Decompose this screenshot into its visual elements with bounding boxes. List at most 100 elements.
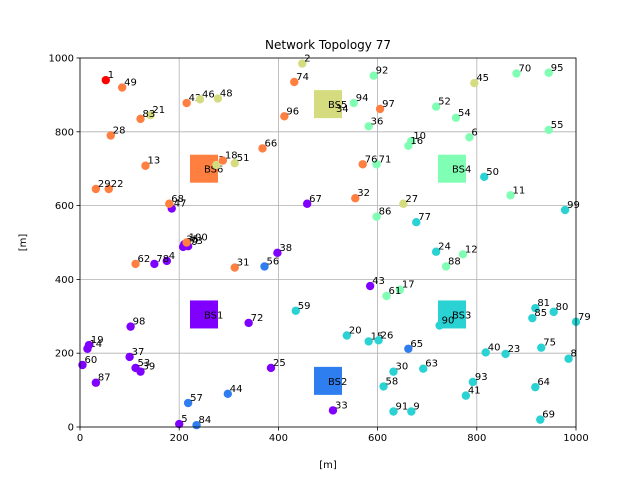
node-label: 87 [98, 373, 111, 384]
node-label: 31 [237, 258, 250, 269]
node-label: 78 [156, 254, 169, 265]
node-point [537, 343, 546, 352]
node-label: 38 [279, 243, 292, 254]
node-label: 70 [518, 63, 531, 74]
node-label: 86 [379, 207, 392, 218]
node-label: 40 [488, 342, 501, 353]
node-label: 90 [442, 316, 455, 327]
node-label: 76 [365, 154, 378, 165]
node-label: 49 [124, 78, 137, 89]
node-label: 43 [372, 276, 385, 287]
node-label: 99 [567, 200, 580, 211]
node-label: 100 [189, 233, 208, 244]
y-tick-label: 800 [55, 127, 74, 138]
node-point [273, 248, 282, 258]
node-label: 65 [410, 339, 423, 350]
base-station-label: BS3 [452, 310, 471, 321]
node-label: 52 [438, 97, 451, 108]
node-label: 8 [571, 349, 577, 360]
node-label: 50 [486, 167, 499, 178]
node-point [91, 378, 101, 387]
node-label: 92 [376, 66, 389, 77]
node-point [329, 109, 339, 119]
node-label: 67 [309, 194, 322, 205]
node-label: 14 [89, 339, 102, 350]
node-point [412, 218, 421, 227]
node-label: 96 [286, 106, 299, 117]
node-label: 54 [458, 108, 471, 119]
node-point [131, 259, 140, 269]
node-point [528, 313, 537, 323]
node-point [298, 59, 307, 68]
node-label: 11 [513, 185, 526, 196]
node-point [302, 199, 312, 208]
node-label: 1 [108, 70, 114, 81]
node-point [136, 114, 145, 124]
node-point [379, 382, 388, 391]
node-point [404, 344, 413, 353]
node-label: 93 [475, 372, 488, 383]
node-point [468, 377, 478, 387]
base-station-marker [190, 154, 218, 183]
node-point [223, 389, 233, 398]
node-point [213, 94, 223, 103]
y-tick-label: 1000 [49, 54, 74, 65]
node-label: 17 [402, 280, 415, 291]
node-label: 48 [220, 89, 233, 100]
node-label: 91 [395, 402, 408, 413]
node-label: 66 [265, 138, 278, 149]
node-label: 85 [534, 308, 547, 319]
node-label: 45 [476, 73, 489, 84]
node-label: 5 [181, 414, 187, 425]
node-point [536, 415, 545, 424]
x-tick-label: 400 [269, 433, 288, 444]
node-label: 47 [174, 199, 187, 210]
axis-ticks: 0 200 400 600 800 1000 0 200 400 600 800 1000 [49, 54, 589, 445]
node-label: 41 [468, 386, 481, 397]
node-point [374, 336, 383, 345]
node-label: 39 [143, 362, 156, 373]
x-tick-label: 600 [368, 433, 387, 444]
node-point [407, 407, 416, 416]
node-point [230, 158, 239, 168]
node-point [218, 156, 228, 165]
node-point [389, 407, 398, 416]
x-tick-label: 1000 [563, 433, 588, 444]
y-tick-label: 400 [55, 275, 74, 286]
node-label: 80 [556, 302, 569, 313]
node-point [389, 367, 398, 376]
node-label: 33 [335, 400, 348, 411]
y-tick-label: 600 [55, 201, 74, 212]
base-station-label: BS2 [328, 377, 347, 388]
node-point [162, 256, 171, 266]
node-label: 27 [405, 194, 418, 205]
node-point [244, 318, 253, 328]
node-label: 98 [133, 317, 146, 328]
base-station-marker [438, 154, 466, 183]
node-label: 72 [251, 313, 264, 324]
node-label: 56 [267, 256, 280, 267]
node-label: 9 [413, 402, 419, 413]
node-point [435, 321, 444, 330]
node-point [501, 349, 510, 359]
node-point [364, 122, 373, 131]
node-point [182, 98, 191, 108]
node-label: 71 [379, 154, 392, 165]
node-point [364, 337, 373, 346]
node-label: 20 [349, 325, 362, 336]
node-point [117, 83, 127, 92]
node-label: 53 [138, 358, 151, 369]
node-point [395, 285, 405, 294]
node-label: 34 [336, 104, 349, 115]
node-point [531, 382, 540, 392]
node-label: 21 [152, 105, 165, 116]
node-label: 22 [111, 179, 124, 190]
node-label: 57 [190, 393, 203, 404]
node-point [560, 205, 570, 215]
x-tick-label: 0 [77, 433, 83, 444]
y-tick-label: 200 [55, 349, 74, 360]
node-label: 24 [438, 242, 451, 253]
nodes: 1234568910111213141516171819202122232425… [78, 54, 591, 430]
node-point [91, 184, 101, 194]
node-point [544, 68, 553, 77]
